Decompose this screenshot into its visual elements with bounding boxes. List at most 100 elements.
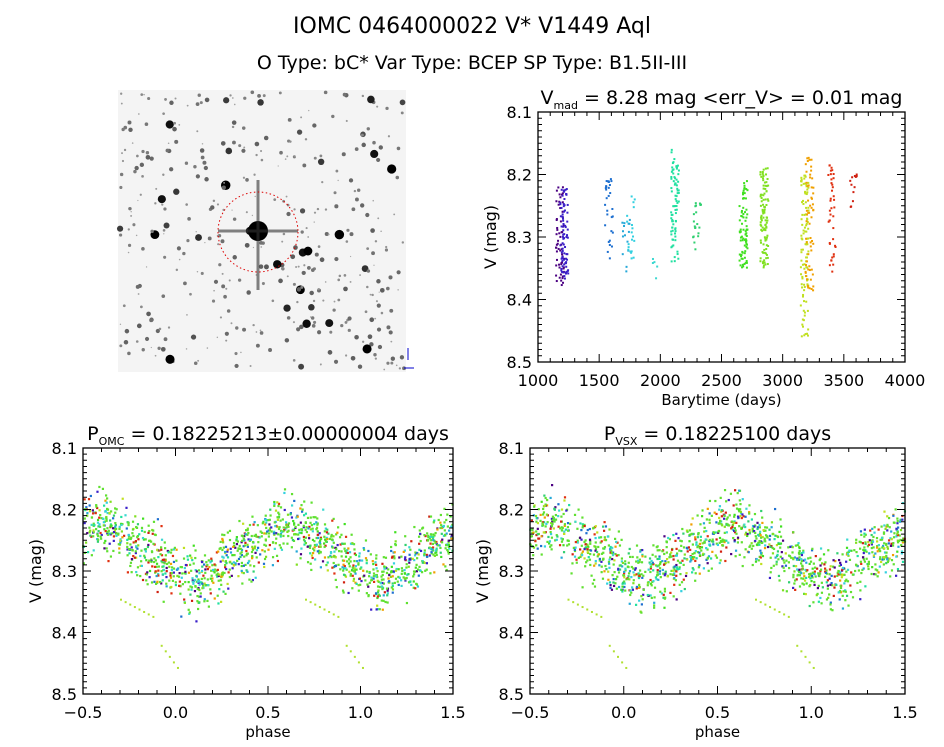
data-point [355,560,359,563]
data-point [678,561,681,564]
data-point [195,575,198,578]
star [242,176,246,179]
data-point [863,560,867,563]
data-point [104,499,107,502]
data-point [352,579,355,583]
data-point [96,506,99,510]
data-point [829,601,832,604]
data-point [109,500,112,503]
star [157,195,166,204]
data-point [696,223,699,226]
data-point [793,570,796,573]
data-point [839,591,843,594]
data-point [807,253,810,256]
data-point [864,533,867,536]
data-point [328,610,331,613]
data-point [611,546,614,549]
data-point [565,270,568,273]
data-point [318,532,321,535]
data-point [826,584,830,587]
data-point [630,224,633,227]
data-point [809,173,812,176]
data-point [748,511,751,514]
data-point [405,566,408,569]
data-point [693,241,696,244]
data-point [900,552,903,555]
data-point [405,576,408,580]
data-point [756,521,759,524]
data-point [637,576,641,580]
data-point [263,550,266,553]
data-point [183,566,186,570]
data-point [867,565,870,568]
data-point [801,275,804,278]
data-point [751,530,754,533]
data-point [779,555,782,558]
data-point [314,603,317,606]
data-point [304,512,308,515]
star [317,330,322,335]
data-point [353,567,356,570]
data-point [740,209,743,212]
data-point [364,557,368,560]
data-point [655,578,658,581]
data-point [673,176,676,179]
data-point [534,514,538,518]
data-point [685,529,689,532]
data-point [805,209,808,212]
data-point [133,556,136,559]
data-point [675,552,679,555]
data-point [741,257,744,260]
data-point [804,333,807,336]
data-point [692,568,695,571]
data-point [165,585,168,588]
data-point [653,586,657,589]
star [234,363,239,369]
data-point [138,608,141,611]
star [361,94,365,98]
star [161,294,166,298]
data-point [629,250,632,253]
x-tick-label: 2000 [640,371,681,390]
data-point [319,543,322,546]
star [366,269,371,273]
data-point [766,219,769,222]
data-point [349,574,352,577]
data-point [107,560,110,563]
data-point [220,583,223,586]
data-point [764,237,767,240]
data-point [247,538,250,541]
star [164,98,167,101]
data-point [872,546,875,549]
data-point [145,559,148,562]
data-point [554,539,557,542]
data-point [209,561,212,564]
star [243,96,247,100]
star [303,246,313,256]
data-point [393,557,396,560]
data-point [824,570,827,573]
data-point [532,554,535,557]
data-point [768,576,772,580]
data-point [677,536,680,540]
star [351,207,356,212]
data-point [92,522,95,525]
data-point [364,539,368,542]
data-point [851,176,854,179]
data-point [416,551,419,555]
data-point [748,504,751,507]
data-point [160,548,163,551]
data-point [806,569,809,572]
data-point [739,236,742,239]
data-point [368,581,371,584]
data-point [745,232,748,235]
data-point [608,644,611,647]
data-point [748,531,752,534]
data-point [723,541,726,544]
data-point [653,596,656,599]
data-point [271,556,275,559]
data-point [724,559,727,563]
data-point [314,516,317,519]
data-point [425,553,428,557]
data-point [98,516,101,519]
